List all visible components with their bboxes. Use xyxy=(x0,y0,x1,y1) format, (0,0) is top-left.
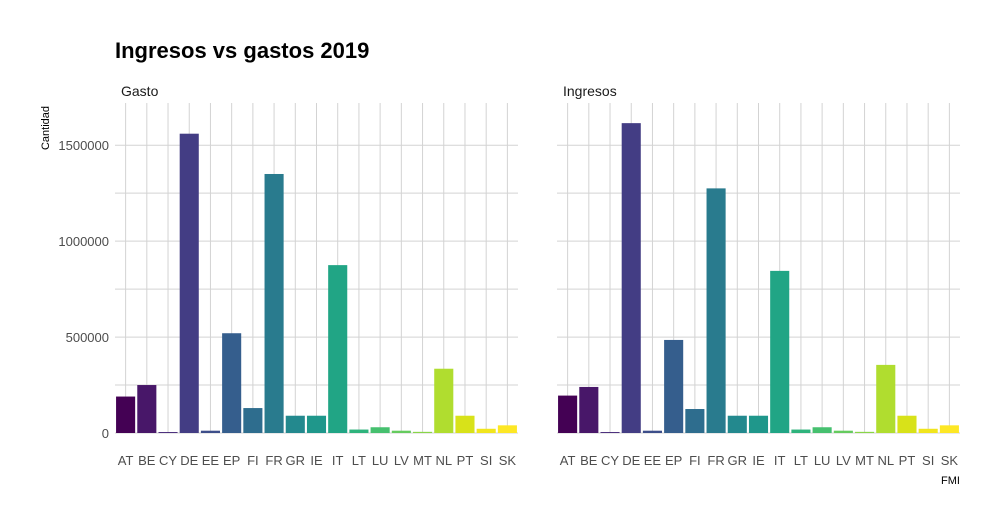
x-tick-label: LU xyxy=(814,453,831,468)
y-tick-label: 1000000 xyxy=(58,234,109,249)
chart-title: Ingresos vs gastos 2019 xyxy=(115,38,369,63)
bar-gasto-at xyxy=(116,396,136,433)
x-tick-label: IE xyxy=(752,453,765,468)
bar-gasto-fi xyxy=(243,408,263,433)
x-tick-label: FI xyxy=(689,453,701,468)
x-tick-label: SK xyxy=(499,453,517,468)
bar-ingresos-si xyxy=(918,428,938,433)
bar-gasto-gr xyxy=(285,415,305,433)
bar-gasto-lv xyxy=(391,430,411,433)
y-tick-label: 0 xyxy=(102,426,109,441)
x-tick-label: EP xyxy=(665,453,682,468)
x-tick-label: SI xyxy=(922,453,934,468)
bar-ingresos-ep xyxy=(664,339,684,433)
x-tick-label: BE xyxy=(138,453,156,468)
bar-gasto-si xyxy=(476,428,496,433)
x-tick-label: LU xyxy=(372,453,389,468)
bar-ingresos-it xyxy=(770,270,790,433)
bar-ingresos-nl xyxy=(876,364,896,433)
bar-gasto-lt xyxy=(349,429,369,433)
bar-ingresos-be xyxy=(579,386,599,433)
bar-ingresos-lt xyxy=(791,429,811,433)
facet-label-ingresos: Ingresos xyxy=(563,83,617,99)
x-tick-label: AT xyxy=(560,453,576,468)
bar-ingresos-cy xyxy=(600,432,620,433)
x-axis-title: FMI xyxy=(941,475,960,487)
bar-gasto-nl xyxy=(434,368,454,433)
x-tick-label: BE xyxy=(580,453,598,468)
bar-gasto-be xyxy=(137,385,157,433)
bar-ingresos-fi xyxy=(685,409,705,433)
bar-gasto-ie xyxy=(306,415,327,433)
x-tick-label: IT xyxy=(774,453,786,468)
bar-ingresos-pt xyxy=(897,415,917,433)
x-tick-label: EE xyxy=(202,453,220,468)
bar-gasto-mt xyxy=(413,431,433,433)
x-tick-label: EE xyxy=(644,453,662,468)
x-tick-label: LV xyxy=(394,453,409,468)
x-tick-label: FR xyxy=(707,453,724,468)
x-tick-label: IE xyxy=(310,453,323,468)
bar-gasto-de xyxy=(179,133,199,433)
x-tick-label: PT xyxy=(899,453,916,468)
x-tick-label: LV xyxy=(836,453,851,468)
bar-gasto-cy xyxy=(158,432,178,433)
x-tick-label: IT xyxy=(332,453,344,468)
bar-ingresos-lv xyxy=(833,430,853,433)
x-tick-label: GR xyxy=(286,453,306,468)
x-tick-label: CY xyxy=(601,453,619,468)
y-tick-label: 1500000 xyxy=(58,138,109,153)
bar-ingresos-de xyxy=(621,123,641,433)
bar-gasto-it xyxy=(328,265,348,433)
x-tick-label: GR xyxy=(728,453,748,468)
bar-gasto-lu xyxy=(370,427,390,433)
x-tick-label: MT xyxy=(855,453,874,468)
bar-ingresos-fr xyxy=(706,188,726,433)
x-tick-label: CY xyxy=(159,453,177,468)
facet-label-gasto: Gasto xyxy=(121,83,159,99)
x-tick-label: NL xyxy=(435,453,452,468)
x-tick-label: MT xyxy=(413,453,432,468)
x-tick-label: FI xyxy=(247,453,259,468)
bar-gasto-sk xyxy=(497,425,517,433)
x-tick-label: FR xyxy=(265,453,282,468)
bar-ingresos-ie xyxy=(748,415,769,433)
x-tick-label: EP xyxy=(223,453,240,468)
x-tick-label: DE xyxy=(180,453,198,468)
panel-2: AT BE CY DE EE EP FI FR GR IE IT LT LU LV MT NL PT SI SK In… xyxy=(557,83,960,468)
bar-ingresos-ee xyxy=(642,430,662,433)
bar-gasto-ep xyxy=(222,333,242,433)
x-tick-label: LT xyxy=(352,453,366,468)
x-tick-label: DE xyxy=(622,453,640,468)
bar-ingresos-gr xyxy=(727,415,747,433)
bar-ingresos-lu xyxy=(812,427,832,433)
y-axis-title: Cantidad xyxy=(40,106,52,150)
x-tick-label: SI xyxy=(480,453,492,468)
bar-gasto-fr xyxy=(264,173,284,433)
bar-ingresos-sk xyxy=(939,425,959,433)
y-tick-label: 500000 xyxy=(66,330,109,345)
panel-1: 0 500000 1000000 1500000 AT BE CY DE EE EP FI FR GR I… xyxy=(58,83,518,468)
bar-gasto-pt xyxy=(455,415,475,433)
x-tick-label: PT xyxy=(457,453,474,468)
x-tick-label: SK xyxy=(941,453,959,468)
bar-gasto-ee xyxy=(200,430,220,433)
x-tick-label: AT xyxy=(118,453,134,468)
x-tick-label: NL xyxy=(877,453,894,468)
bar-ingresos-at xyxy=(558,395,578,433)
x-tick-label: LT xyxy=(794,453,808,468)
bar-ingresos-mt xyxy=(855,431,875,433)
